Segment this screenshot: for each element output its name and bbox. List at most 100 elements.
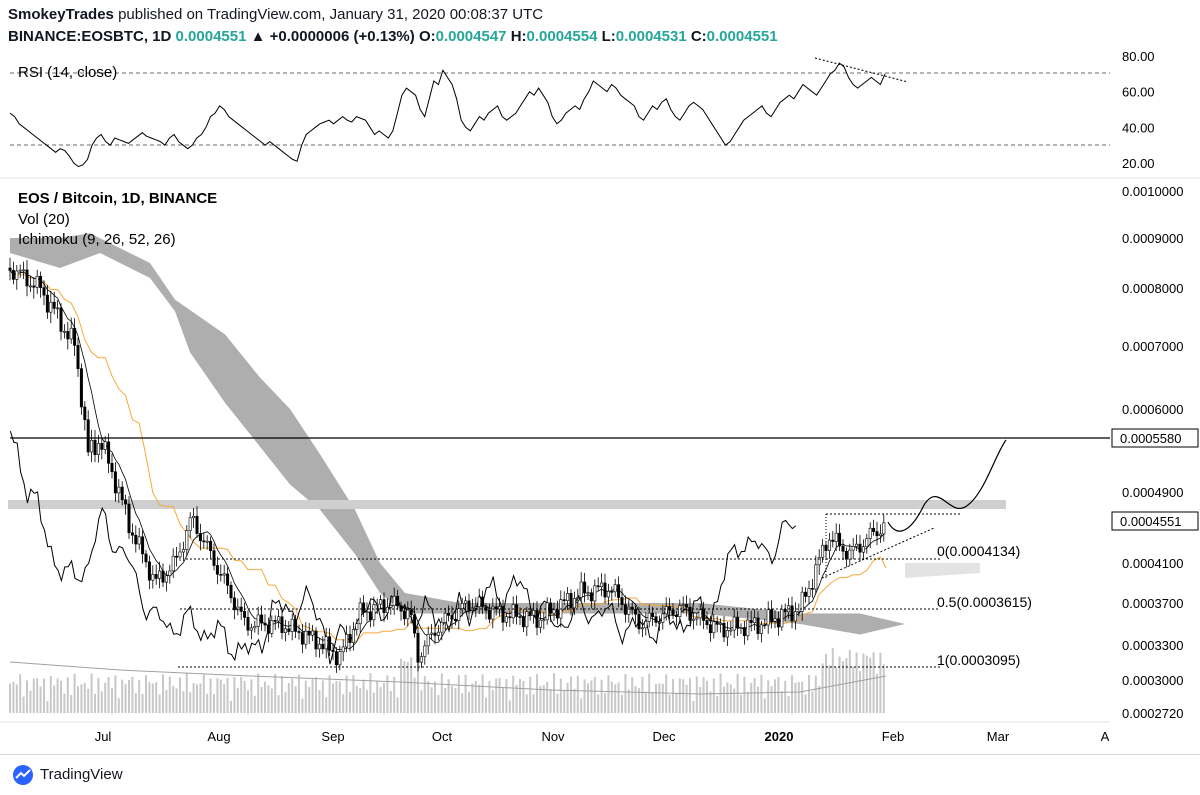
candle-body xyxy=(243,611,247,618)
candle-body xyxy=(579,581,583,598)
volume-bar xyxy=(576,675,579,713)
candle-body xyxy=(338,651,342,666)
volume-bar xyxy=(250,679,253,713)
tradingview-logo-icon[interactable] xyxy=(10,765,36,785)
tradingview-brand[interactable]: TradingView xyxy=(40,766,123,783)
candle-body xyxy=(62,330,66,333)
volume-bar xyxy=(556,693,559,713)
volume-bar xyxy=(440,673,443,713)
symbol-label[interactable]: BINANCE:EOSBTC, 1D xyxy=(8,28,172,45)
candle-body xyxy=(287,628,291,632)
candle-body xyxy=(413,614,417,634)
candle-body xyxy=(300,632,304,645)
candle-body xyxy=(705,620,709,625)
candle-body xyxy=(324,636,328,650)
candle-body xyxy=(168,570,172,576)
volume-bar xyxy=(774,679,776,713)
candle-body xyxy=(759,624,763,634)
volume-bar xyxy=(158,694,161,713)
price-tick-label: 0.0004900 xyxy=(1122,485,1183,500)
candle-body xyxy=(498,606,502,610)
candle-body xyxy=(691,618,695,621)
volume-bar xyxy=(797,681,800,713)
volume-bar xyxy=(294,686,297,713)
volume-bar xyxy=(77,686,79,713)
candle-body xyxy=(304,630,308,645)
volume-bar xyxy=(791,675,793,713)
volume-bar xyxy=(553,673,555,713)
volume-bar xyxy=(94,693,96,713)
volume-bar xyxy=(396,697,399,713)
volume-bar xyxy=(859,671,861,713)
candle-body xyxy=(695,617,699,620)
volume-bar xyxy=(692,701,695,713)
candle-body xyxy=(861,546,865,553)
volume-bar xyxy=(66,677,69,713)
candle-body xyxy=(742,627,746,637)
candle-body xyxy=(555,609,559,619)
candle-body xyxy=(848,549,852,560)
volume-bar xyxy=(648,673,651,713)
candle-body xyxy=(797,611,801,613)
candle-body xyxy=(69,327,73,340)
volume-bar xyxy=(162,674,164,713)
publisher-name[interactable]: SmokeyTrades xyxy=(8,6,114,23)
candle-body xyxy=(35,275,39,288)
candle-body xyxy=(212,550,216,566)
volume-bar xyxy=(695,676,698,713)
candle-body xyxy=(450,615,454,620)
volume-bar xyxy=(842,661,844,713)
volume-bar xyxy=(260,687,263,713)
volume-bar xyxy=(512,675,515,713)
volume-bar xyxy=(638,688,640,713)
candle-body xyxy=(736,616,740,629)
volume-bar xyxy=(573,688,576,713)
volume-bar xyxy=(651,692,654,713)
candle-body xyxy=(154,574,158,579)
candle-body xyxy=(681,604,685,607)
candle-body xyxy=(464,600,468,604)
volume-bar xyxy=(80,684,83,713)
candle-body xyxy=(314,630,318,650)
volume-bar xyxy=(386,675,389,713)
candle-body xyxy=(372,604,376,621)
volume-bar xyxy=(104,682,107,713)
candle-body xyxy=(141,536,145,555)
volume-bar xyxy=(243,680,246,713)
volume-bar xyxy=(36,678,39,713)
volume-bar xyxy=(247,690,249,713)
volume-bar xyxy=(151,683,154,713)
volume-bar xyxy=(644,691,647,713)
candle-body xyxy=(249,627,253,631)
candle-body xyxy=(589,592,593,602)
candle-body xyxy=(780,609,784,628)
candle-body xyxy=(491,606,495,620)
candle-body xyxy=(477,596,481,607)
volume-bar xyxy=(876,673,878,713)
candle-body xyxy=(878,533,882,536)
candle-body xyxy=(467,600,471,611)
candle-body xyxy=(423,645,427,657)
candle-body xyxy=(317,643,321,650)
volume-bar xyxy=(423,675,426,713)
volume-bar xyxy=(563,690,566,713)
projection-path xyxy=(887,439,1007,532)
volume-bar xyxy=(240,676,243,713)
volume-bar xyxy=(481,674,484,713)
candle-body xyxy=(572,598,576,609)
volume-bar xyxy=(502,687,504,713)
candle-body xyxy=(708,624,712,634)
volume-bar xyxy=(750,682,753,713)
volume-bar xyxy=(168,676,171,713)
volume-bar xyxy=(175,688,178,713)
volume-bar xyxy=(192,683,195,713)
chart-canvas[interactable]: RSI (14, close) 80.00 60.00 40.00 20.00 0(0… xyxy=(0,0,1200,754)
candle-body xyxy=(219,573,223,576)
candle-body xyxy=(297,631,301,633)
candle-body xyxy=(358,602,362,625)
volume-bar xyxy=(461,693,464,713)
candle-body xyxy=(756,617,760,634)
volume-bar xyxy=(604,693,606,713)
candle-body xyxy=(348,633,352,643)
volume-bar xyxy=(818,685,821,713)
